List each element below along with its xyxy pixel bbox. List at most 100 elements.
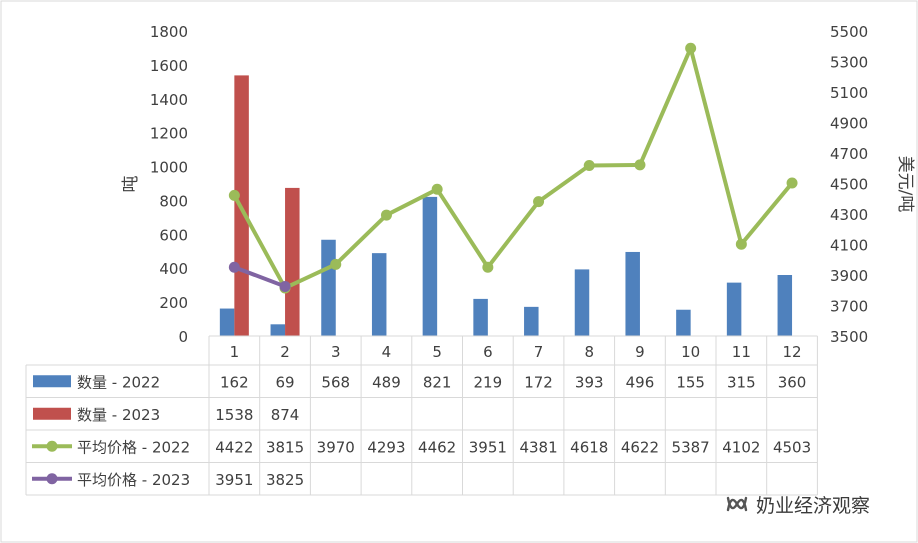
bar [726,282,742,336]
bar [574,269,590,336]
x-tick-label: 1 [230,343,240,361]
y-left-tick-label: 200 [159,294,188,312]
bar [777,275,793,336]
table-cell-value: 3970 [317,438,355,456]
legend-swatch [46,440,58,452]
table-cell-value: 874 [271,406,300,424]
bar [270,324,286,336]
watermark-text: 奶业经济观察 [756,494,871,517]
watermark: 奶业经济观察 [724,486,870,522]
legend-label: 平均价格 - 2023 [77,471,190,489]
y-right-tick-label: 3700 [830,298,868,316]
table-cell-value: 1538 [215,406,253,424]
series-point [279,280,291,292]
y-right-tick-label: 4700 [830,145,868,163]
y-right-tick-label: 3900 [830,267,868,285]
y-right-tick-label: 4900 [830,115,868,133]
table-cell-value: 315 [727,373,756,391]
series-point [380,209,392,221]
series-point [228,189,240,201]
y-right-tick-label: 5100 [830,84,868,102]
x-tick-label: 4 [382,343,392,361]
y-right-tick-label: 4100 [830,237,868,255]
x-tick-label: 11 [732,343,751,361]
series-point [735,238,747,250]
x-tick-label: 2 [280,343,290,361]
table-cell-value: 4622 [621,438,659,456]
table-cell-value: 821 [423,373,452,391]
table-cell-value: 155 [676,373,705,391]
bar [422,196,438,336]
table-cell-value: 3825 [266,471,304,489]
y-right-tick-label: 5300 [830,54,868,72]
series-point [330,258,342,270]
wechat-channel-icon [726,496,748,512]
x-tick-label: 12 [783,343,802,361]
table-cell-value: 4293 [367,438,405,456]
bar [219,308,235,336]
bar [625,251,640,336]
legend-label: 平均价格 - 2022 [77,438,190,456]
y-right-tick-label: 5500 [830,23,868,41]
legend-swatch [33,407,71,420]
bar [473,298,488,336]
x-tick-label: 10 [681,343,700,361]
y-left-tick-label: 1200 [150,125,188,143]
table-cell-value: 496 [626,373,655,391]
table-cell-value: 162 [220,373,249,391]
y-left-tick-label: 600 [159,226,188,244]
series-point [583,160,595,172]
y-left-tick-label: 1600 [150,57,188,75]
table-cell-value: 360 [778,373,807,391]
table-cell-value: 5387 [672,438,710,456]
table-cell-value: 393 [575,373,604,391]
legend-swatch [33,375,71,388]
table-cell-value: 489 [372,373,401,391]
x-tick-label: 3 [331,343,341,361]
table-cell-value: 69 [276,373,295,391]
series-line [233,265,286,289]
legend-swatch [46,473,58,485]
series-point [786,177,798,189]
legend-label: 数量 - 2022 [77,373,160,391]
series-line [232,46,794,290]
y-left-tick-label: 1400 [150,91,188,109]
series-point [685,42,697,54]
table-cell-value: 4422 [215,438,253,456]
y-axis-left-label: 吨 [121,176,141,193]
series-point [228,261,240,273]
y-left-tick-label: 400 [159,260,188,278]
table-cell-value: 4102 [722,438,760,456]
series-point [482,261,494,273]
y-left-tick-label: 0 [178,328,188,346]
table-cell-value: 172 [524,373,553,391]
table-cell-value: 219 [474,373,503,391]
table-cell-value: 4462 [418,438,456,456]
x-tick-label: 5 [432,343,442,361]
y-right-tick-label: 4500 [830,176,868,194]
table-cell-value: 3951 [215,471,253,489]
bar [524,306,539,336]
x-tick-label: 9 [635,343,645,361]
table-cell-value: 3951 [469,438,507,456]
table-cell-value: 4503 [773,438,811,456]
y-left-tick-label: 1800 [150,23,188,41]
table-cell-value: 568 [321,373,350,391]
table-cell-value: 4618 [570,438,608,456]
series-point [431,183,443,195]
bar [676,309,691,336]
x-tick-label: 8 [584,343,594,361]
y-axis-right-label: 美元/吨 [895,156,915,213]
bar [321,239,336,336]
series-point [634,159,646,171]
table-cell-value: 3815 [266,438,304,456]
table-cell-value: 4381 [519,438,557,456]
x-tick-label: 7 [534,343,544,361]
bar [371,253,387,336]
y-right-tick-label: 4300 [830,206,868,224]
y-left-tick-label: 800 [159,192,188,210]
y-left-tick-label: 1000 [150,159,188,177]
y-right-tick-label: 3500 [830,328,868,346]
